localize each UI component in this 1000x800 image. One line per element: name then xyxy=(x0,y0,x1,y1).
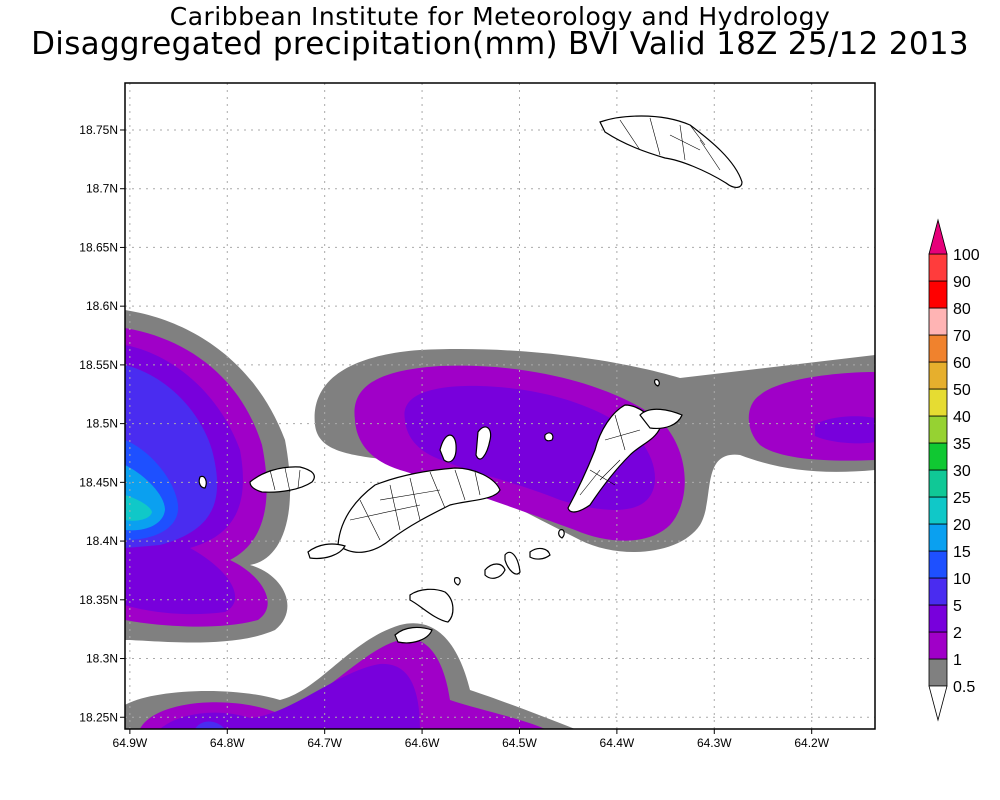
colorbar-label: 15 xyxy=(953,544,971,561)
longitude-axis: 64.9W 64.8W 64.7W 64.6W 64.5W 64.4W 64.3W 64.2W xyxy=(113,729,830,750)
colorbar-segment xyxy=(928,253,948,282)
colorbar-segment xyxy=(928,469,948,498)
colorbar-segment xyxy=(928,550,948,579)
colorbar-segment xyxy=(928,307,948,336)
latitude-axis: 18.75N 18.7N 18.65N 18.6N 18.55N 18.5N 18.45N 1… xyxy=(79,123,125,724)
lat-tick-label: 18.5N xyxy=(86,417,118,431)
colorbar-segment xyxy=(928,334,948,363)
grid-lines xyxy=(125,83,875,729)
colorbar-segment xyxy=(928,577,948,606)
colorbar-label: 50 xyxy=(953,382,971,399)
lon-tick-label: 64.9W xyxy=(113,736,148,750)
lat-tick-label: 18.7N xyxy=(86,182,118,196)
colorbar-label: 35 xyxy=(953,436,971,453)
lat-tick-label: 18.35N xyxy=(79,593,118,607)
colorbar-segment xyxy=(928,604,948,633)
island-anegada xyxy=(599,115,743,188)
island-south-2 xyxy=(394,626,433,644)
island-dot-3 xyxy=(198,475,207,489)
colorbar-label: 100 xyxy=(953,247,980,264)
island-east-cays xyxy=(639,408,683,430)
lat-tick-label: 18.3N xyxy=(86,652,118,666)
island-subdivisions xyxy=(269,117,721,541)
islands xyxy=(198,115,743,644)
island-dot-4 xyxy=(453,577,461,586)
precip-contour-2 xyxy=(815,416,875,444)
lon-tick-label: 64.6W xyxy=(405,736,440,750)
chart-subtitle: Disaggregated precipitation(mm) BVI Vali… xyxy=(31,26,969,62)
lat-tick-label: 18.55N xyxy=(79,358,118,372)
lon-tick-label: 64.8W xyxy=(210,736,245,750)
island-south-3 xyxy=(484,563,506,579)
colorbar-label: 30 xyxy=(953,463,971,480)
colorbar-label: 90 xyxy=(953,274,971,291)
island-south-5 xyxy=(504,551,521,575)
lon-tick-label: 64.3W xyxy=(697,736,732,750)
colorbar-segment xyxy=(928,631,948,660)
colorbar-label: 70 xyxy=(953,328,971,345)
precip-contour-5 xyxy=(195,721,225,729)
colorbar-label: 20 xyxy=(953,517,971,534)
island-beef xyxy=(439,434,457,463)
island-west-end xyxy=(307,543,346,560)
chart-title: Caribbean Institute for Meteorology and … xyxy=(169,2,831,31)
precipitation-field xyxy=(125,310,875,729)
island-dot-5 xyxy=(654,378,660,387)
lat-tick-label: 18.6N xyxy=(86,299,118,313)
lat-tick-label: 18.75N xyxy=(79,123,118,137)
colorbar-segment xyxy=(928,496,948,525)
lon-tick-label: 64.7W xyxy=(307,736,342,750)
map-frame xyxy=(124,82,876,730)
lat-tick-label: 18.45N xyxy=(79,475,118,489)
lat-tick-label: 18.25N xyxy=(79,710,118,724)
colorbar-label: 10 xyxy=(953,571,971,588)
colorbar-label: 2 xyxy=(953,625,962,642)
lat-tick-label: 18.65N xyxy=(79,240,118,254)
colorbar-label: 80 xyxy=(953,301,971,318)
island-tortola xyxy=(337,467,501,553)
precip-contour-20 xyxy=(125,495,152,521)
colorbar-label: 60 xyxy=(953,355,971,372)
colorbar-segment xyxy=(928,442,948,471)
colorbar-segment xyxy=(928,523,948,552)
colorbar-label: 5 xyxy=(953,598,962,615)
colorbar-label: 40 xyxy=(953,409,971,426)
lat-tick-label: 18.4N xyxy=(86,534,118,548)
colorbar-top-triangle xyxy=(928,218,948,255)
island-guana xyxy=(475,426,492,460)
colorbar-segment xyxy=(928,280,948,309)
colorbar-segment xyxy=(928,415,948,444)
island-dot-2 xyxy=(558,529,565,539)
colorbar-label: 25 xyxy=(953,490,971,507)
colorbar-segment xyxy=(928,388,948,417)
lon-tick-label: 64.2W xyxy=(794,736,829,750)
colorbar-bottom-triangle xyxy=(928,685,948,722)
island-south-4 xyxy=(529,547,551,560)
island-south-1 xyxy=(409,588,454,623)
colorbar-label: 1 xyxy=(953,652,962,669)
colorbar-label: 0.5 xyxy=(953,679,975,696)
precip-contour-2 xyxy=(160,663,420,729)
colorbar-segment xyxy=(928,361,948,390)
lon-tick-label: 64.5W xyxy=(502,736,537,750)
colorbar-segment xyxy=(928,658,948,687)
island-dot-1 xyxy=(544,432,554,442)
lon-tick-label: 64.4W xyxy=(600,736,635,750)
